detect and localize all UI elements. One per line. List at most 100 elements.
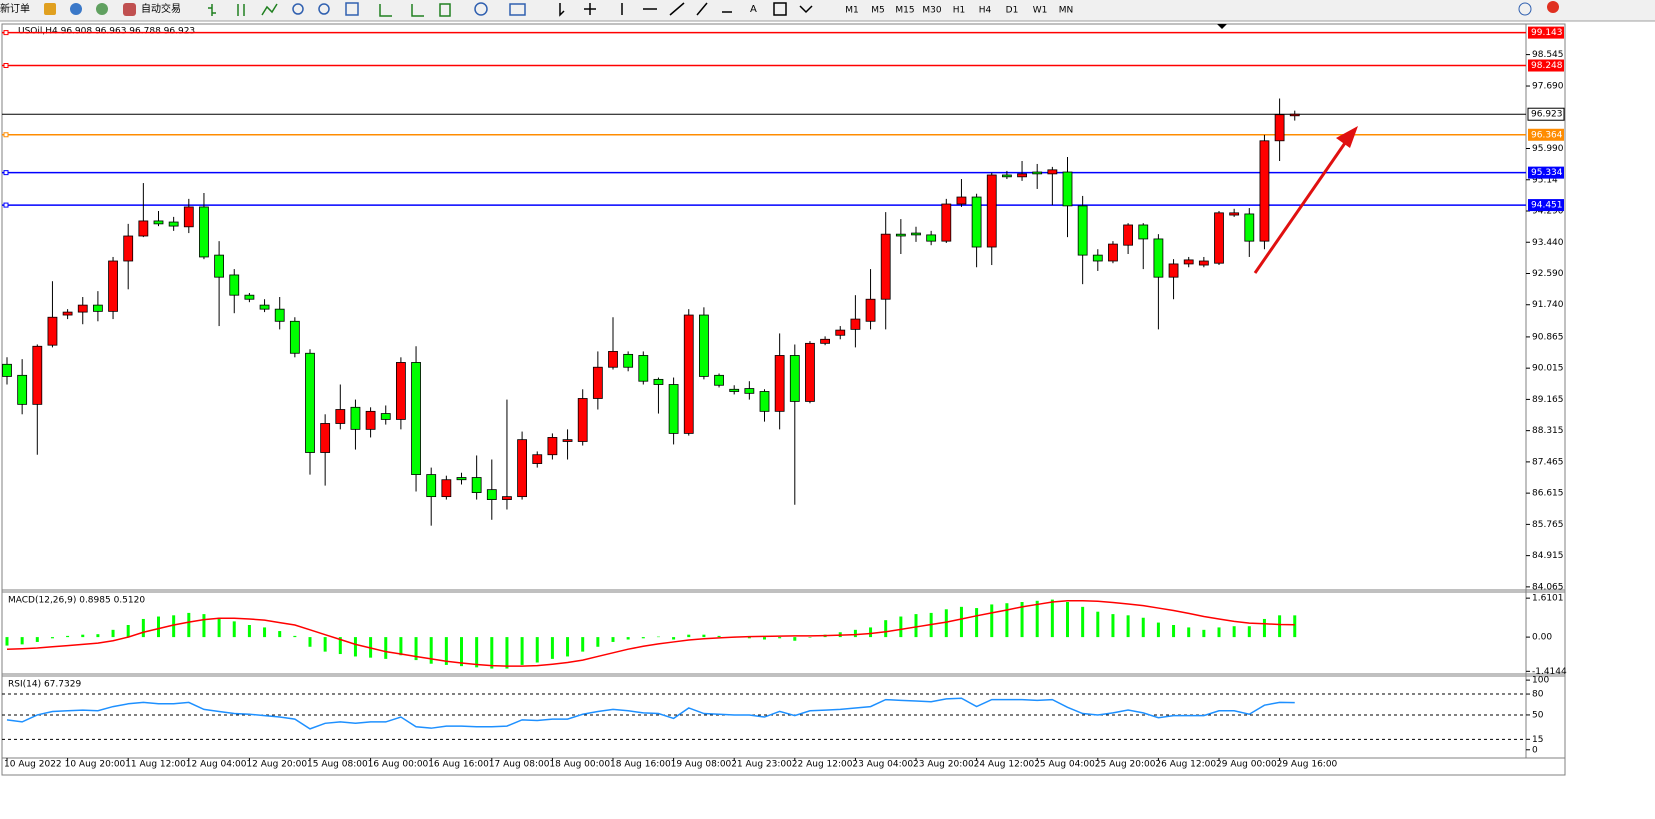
y-tick-label: 86.615 [1532, 489, 1564, 499]
y-tick-label: 90.015 [1532, 364, 1564, 374]
histogram-bar [35, 637, 39, 642]
histogram-bar [338, 637, 342, 655]
candle-body [138, 220, 149, 237]
candle-body [653, 378, 664, 385]
y-tick-label: 88.315 [1532, 426, 1564, 436]
candle-body [1259, 140, 1270, 242]
y-tick-label: 80 [1532, 690, 1544, 700]
level-label-box [1528, 199, 1564, 212]
candle-body [577, 398, 588, 442]
candle-body [699, 314, 709, 377]
timeframe-button[interactable]: M30 [922, 6, 941, 16]
histogram-bar [50, 637, 54, 639]
x-tick-label: 18 Aug 00:00 [549, 760, 610, 770]
y-tick-label: 89.165 [1532, 395, 1564, 405]
y-tick-label: 15 [1532, 735, 1543, 745]
candle-body [517, 439, 527, 498]
timeframe-button[interactable]: M15 [895, 6, 914, 16]
y-tick-label: 98.545 [1532, 50, 1564, 60]
icon[interactable] [44, 3, 56, 15]
histogram-bar [278, 631, 282, 638]
search-icon[interactable] [1518, 2, 1532, 16]
candle-body [623, 353, 634, 368]
level-label-box [1528, 59, 1564, 72]
timeframe-button[interactable]: M1 [845, 6, 859, 16]
candle-body [850, 318, 861, 330]
candle-body [502, 496, 512, 500]
candle-body [926, 234, 937, 242]
x-tick-label: 18 Aug 16:00 [610, 760, 671, 770]
toolbar-icons [208, 2, 813, 17]
histogram-bar [293, 635, 297, 638]
histogram-bar [323, 637, 327, 652]
histogram-bar [141, 618, 145, 638]
candle-body [229, 274, 240, 296]
candle-body [1198, 260, 1209, 266]
chart-title: USOil,H4 96.908 96.963 96.788 96.923 [18, 27, 195, 37]
candle-body [350, 406, 361, 430]
histogram-bar [20, 637, 24, 645]
candle-body [1244, 213, 1255, 242]
candle-body [77, 304, 88, 313]
candle-body [668, 384, 679, 434]
x-tick-label: 11 Aug 12:00 [125, 760, 186, 770]
candle-body [214, 254, 225, 278]
x-tick-label: 19 Aug 08:00 [671, 760, 732, 770]
new-order-button[interactable]: 新订单 [0, 2, 30, 15]
histogram-bar [5, 637, 9, 646]
timeframe-button[interactable]: MN [1059, 6, 1074, 16]
candle-body [1032, 171, 1043, 175]
histogram-bar [187, 612, 191, 638]
indicator-title: RSI(14) 67.7329 [8, 680, 81, 690]
icon[interactable] [70, 3, 82, 15]
histogram-bar [1126, 615, 1130, 638]
notification-icon[interactable] [1547, 1, 1559, 13]
candle-body [426, 474, 437, 498]
candle-body [729, 388, 740, 392]
level-label: 96.364 [1531, 130, 1563, 140]
x-tick-label: 10 Aug 20:00 [65, 760, 126, 770]
candle-body [32, 345, 43, 405]
arrow-head [1336, 126, 1358, 148]
timeframe-button[interactable]: D1 [1006, 6, 1019, 16]
candle-body [17, 374, 28, 405]
y-tick-label: 85.765 [1532, 520, 1564, 530]
timeframe-button[interactable]: H4 [979, 6, 992, 16]
histogram-bar [944, 609, 948, 638]
histogram-bar [1035, 600, 1039, 638]
histogram-bar [444, 637, 448, 665]
candle-body [108, 260, 118, 312]
histogram-bar [1247, 626, 1251, 638]
auto-trading-icon[interactable] [123, 3, 136, 16]
candle-body [486, 489, 497, 500]
icon[interactable] [96, 3, 108, 15]
y-tick-label: 90.865 [1532, 332, 1564, 342]
histogram-bar [1020, 602, 1024, 638]
histogram-bar [687, 634, 691, 638]
y-tick-label: 50 [1532, 710, 1544, 720]
candle-body [683, 314, 694, 434]
candle-body [199, 206, 209, 258]
candle-body [714, 374, 724, 386]
auto-trading-button[interactable]: 自动交易 [141, 2, 181, 15]
candle-body [1077, 205, 1088, 256]
x-tick-label: 24 Aug 12:00 [974, 760, 1035, 770]
histogram-bar [626, 637, 630, 640]
candle-body [835, 329, 846, 336]
histogram-bar [414, 637, 418, 661]
candle-body [471, 477, 482, 493]
timeframe-button[interactable]: H1 [953, 6, 966, 16]
text-tool-button[interactable]: A [750, 4, 757, 15]
timeframe-button[interactable]: W1 [1033, 6, 1048, 16]
x-tick-label: 16 Aug 00:00 [368, 760, 429, 770]
histogram-bar [1293, 615, 1297, 638]
timeframe-button[interactable]: M5 [871, 6, 885, 16]
histogram-bar [232, 621, 236, 638]
x-tick-label: 17 Aug 08:00 [489, 760, 550, 770]
candle-body [956, 196, 967, 205]
candle-body [183, 206, 194, 228]
candle-body [986, 174, 997, 248]
level-label-box [1528, 166, 1564, 179]
histogram-bar [747, 637, 751, 639]
candle-body [395, 362, 406, 420]
